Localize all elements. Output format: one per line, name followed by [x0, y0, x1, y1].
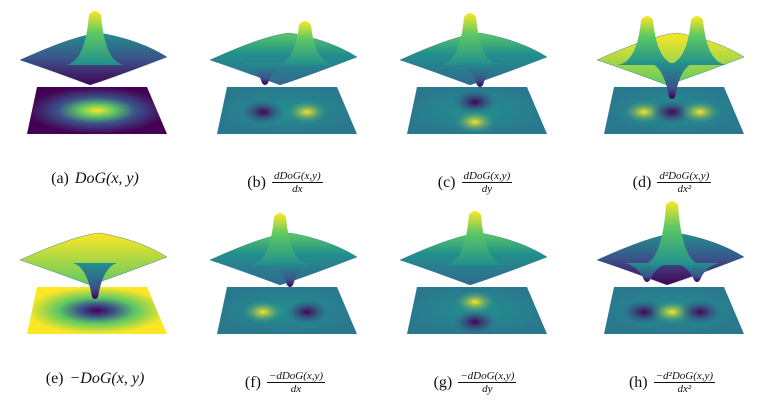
caption-label: (b) — [247, 173, 266, 191]
fraction: d²DoG(x,y) dx² — [657, 170, 712, 195]
caption: (f) −dDoG(x,y) dx — [190, 370, 380, 395]
surface-pit — [268, 263, 312, 287]
caption-label: (c) — [437, 173, 456, 191]
caption-math: DoG(x, y) — [74, 170, 139, 187]
surface-pit — [243, 63, 287, 85]
surface-peak — [445, 211, 505, 265]
surface-peak — [440, 13, 500, 65]
numerator: −dDoG(x,y) — [266, 370, 326, 383]
plane-blob — [241, 300, 285, 324]
surface-peak — [65, 11, 125, 65]
plane-blob — [453, 90, 497, 114]
denominator: dx² — [677, 183, 692, 195]
caption: (b) dDoG(x,y) dx — [190, 170, 380, 195]
surface-peak — [617, 16, 677, 65]
denominator: dy — [482, 383, 493, 395]
fraction: −d²DoG(x,y) dx² — [653, 370, 716, 395]
plane-blob — [453, 310, 497, 334]
plane-blob — [678, 300, 722, 324]
plane-blob — [285, 300, 329, 324]
caption-label: (h) — [628, 373, 648, 391]
caption-label: (d) — [632, 173, 652, 191]
denominator: dx — [290, 383, 302, 395]
numerator: −d²DoG(x,y) — [653, 370, 716, 383]
surface-peak — [250, 213, 310, 265]
caption-label: (a) — [51, 170, 69, 187]
numerator: d²DoG(x,y) — [657, 170, 712, 183]
plane — [27, 287, 167, 334]
caption-math: −DoG(x, y) — [69, 370, 145, 387]
numerator: −dDoG(x,y) — [458, 370, 517, 383]
plane-blob — [285, 100, 329, 124]
plane — [27, 87, 167, 134]
surface-peak — [275, 21, 335, 65]
plane-blob — [678, 100, 722, 124]
caption: (a) DoG(x, y) — [0, 170, 190, 188]
fraction: dDoG(x,y) dx — [271, 170, 323, 195]
surface — [209, 32, 358, 86]
caption-label: (g) — [433, 373, 453, 391]
fraction: −dDoG(x,y) dx — [266, 370, 326, 395]
caption: (h) −d²DoG(x,y) dx² — [577, 370, 767, 395]
surface-pit — [675, 263, 719, 282]
caption-label: (f) — [244, 373, 261, 391]
plane-blob — [241, 100, 285, 124]
caption: (c) dDoG(x,y) dy — [380, 170, 570, 195]
denominator: dx — [292, 183, 303, 195]
denominator: dy — [481, 183, 493, 195]
surface-pit — [73, 263, 117, 299]
numerator: dDoG(x,y) — [461, 170, 513, 183]
surface-pit — [458, 63, 502, 87]
plane-blob — [453, 110, 497, 134]
fraction: −dDoG(x,y) dy — [458, 370, 517, 395]
surface-pit — [625, 263, 669, 282]
surface — [19, 232, 168, 286]
surface-peak — [642, 201, 702, 265]
surface-pit — [650, 63, 694, 99]
caption: (d) d²DoG(x,y) dx² — [577, 170, 767, 195]
surface-peak — [667, 16, 727, 65]
fraction: dDoG(x,y) dy — [461, 170, 513, 195]
plane-blob — [453, 290, 497, 314]
caption-label: (e) — [45, 370, 64, 387]
denominator: dx² — [677, 383, 692, 395]
numerator: dDoG(x,y) — [271, 170, 323, 183]
caption: (g) −dDoG(x,y) dy — [380, 370, 570, 395]
caption: (e) −DoG(x, y) — [0, 370, 190, 388]
